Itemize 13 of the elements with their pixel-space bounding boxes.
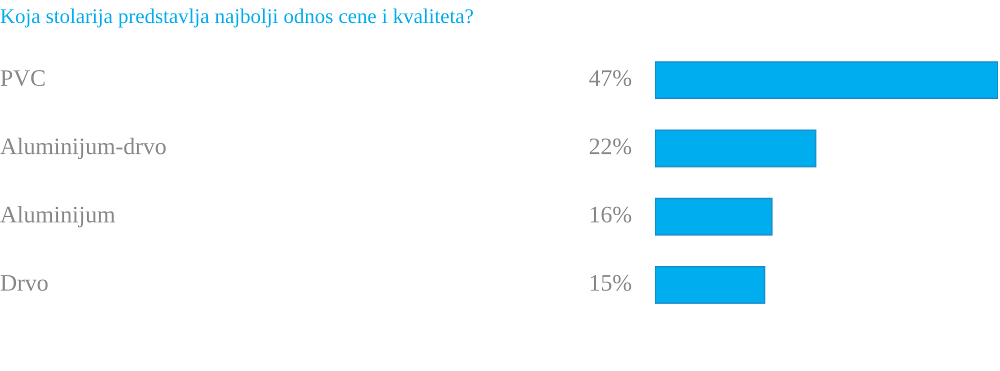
data-label: 22% xyxy=(590,138,632,154)
data-label: 15% xyxy=(590,274,632,291)
bar xyxy=(655,129,816,168)
y-tick-label: Aluminijum xyxy=(0,206,116,228)
y-tick-label: Drvo xyxy=(0,275,48,291)
bar xyxy=(655,266,766,304)
bar xyxy=(655,61,998,100)
data-label: 16% xyxy=(590,206,632,223)
data-label: 47% xyxy=(589,70,632,86)
text: Koja stolarija predstavlja najbolji odnos cene i kvaliteta? xyxy=(0,8,473,28)
bar xyxy=(655,198,773,236)
y-tick-label: Aluminijum-drvo xyxy=(0,138,166,160)
y-tick-label: PVC xyxy=(0,70,45,86)
